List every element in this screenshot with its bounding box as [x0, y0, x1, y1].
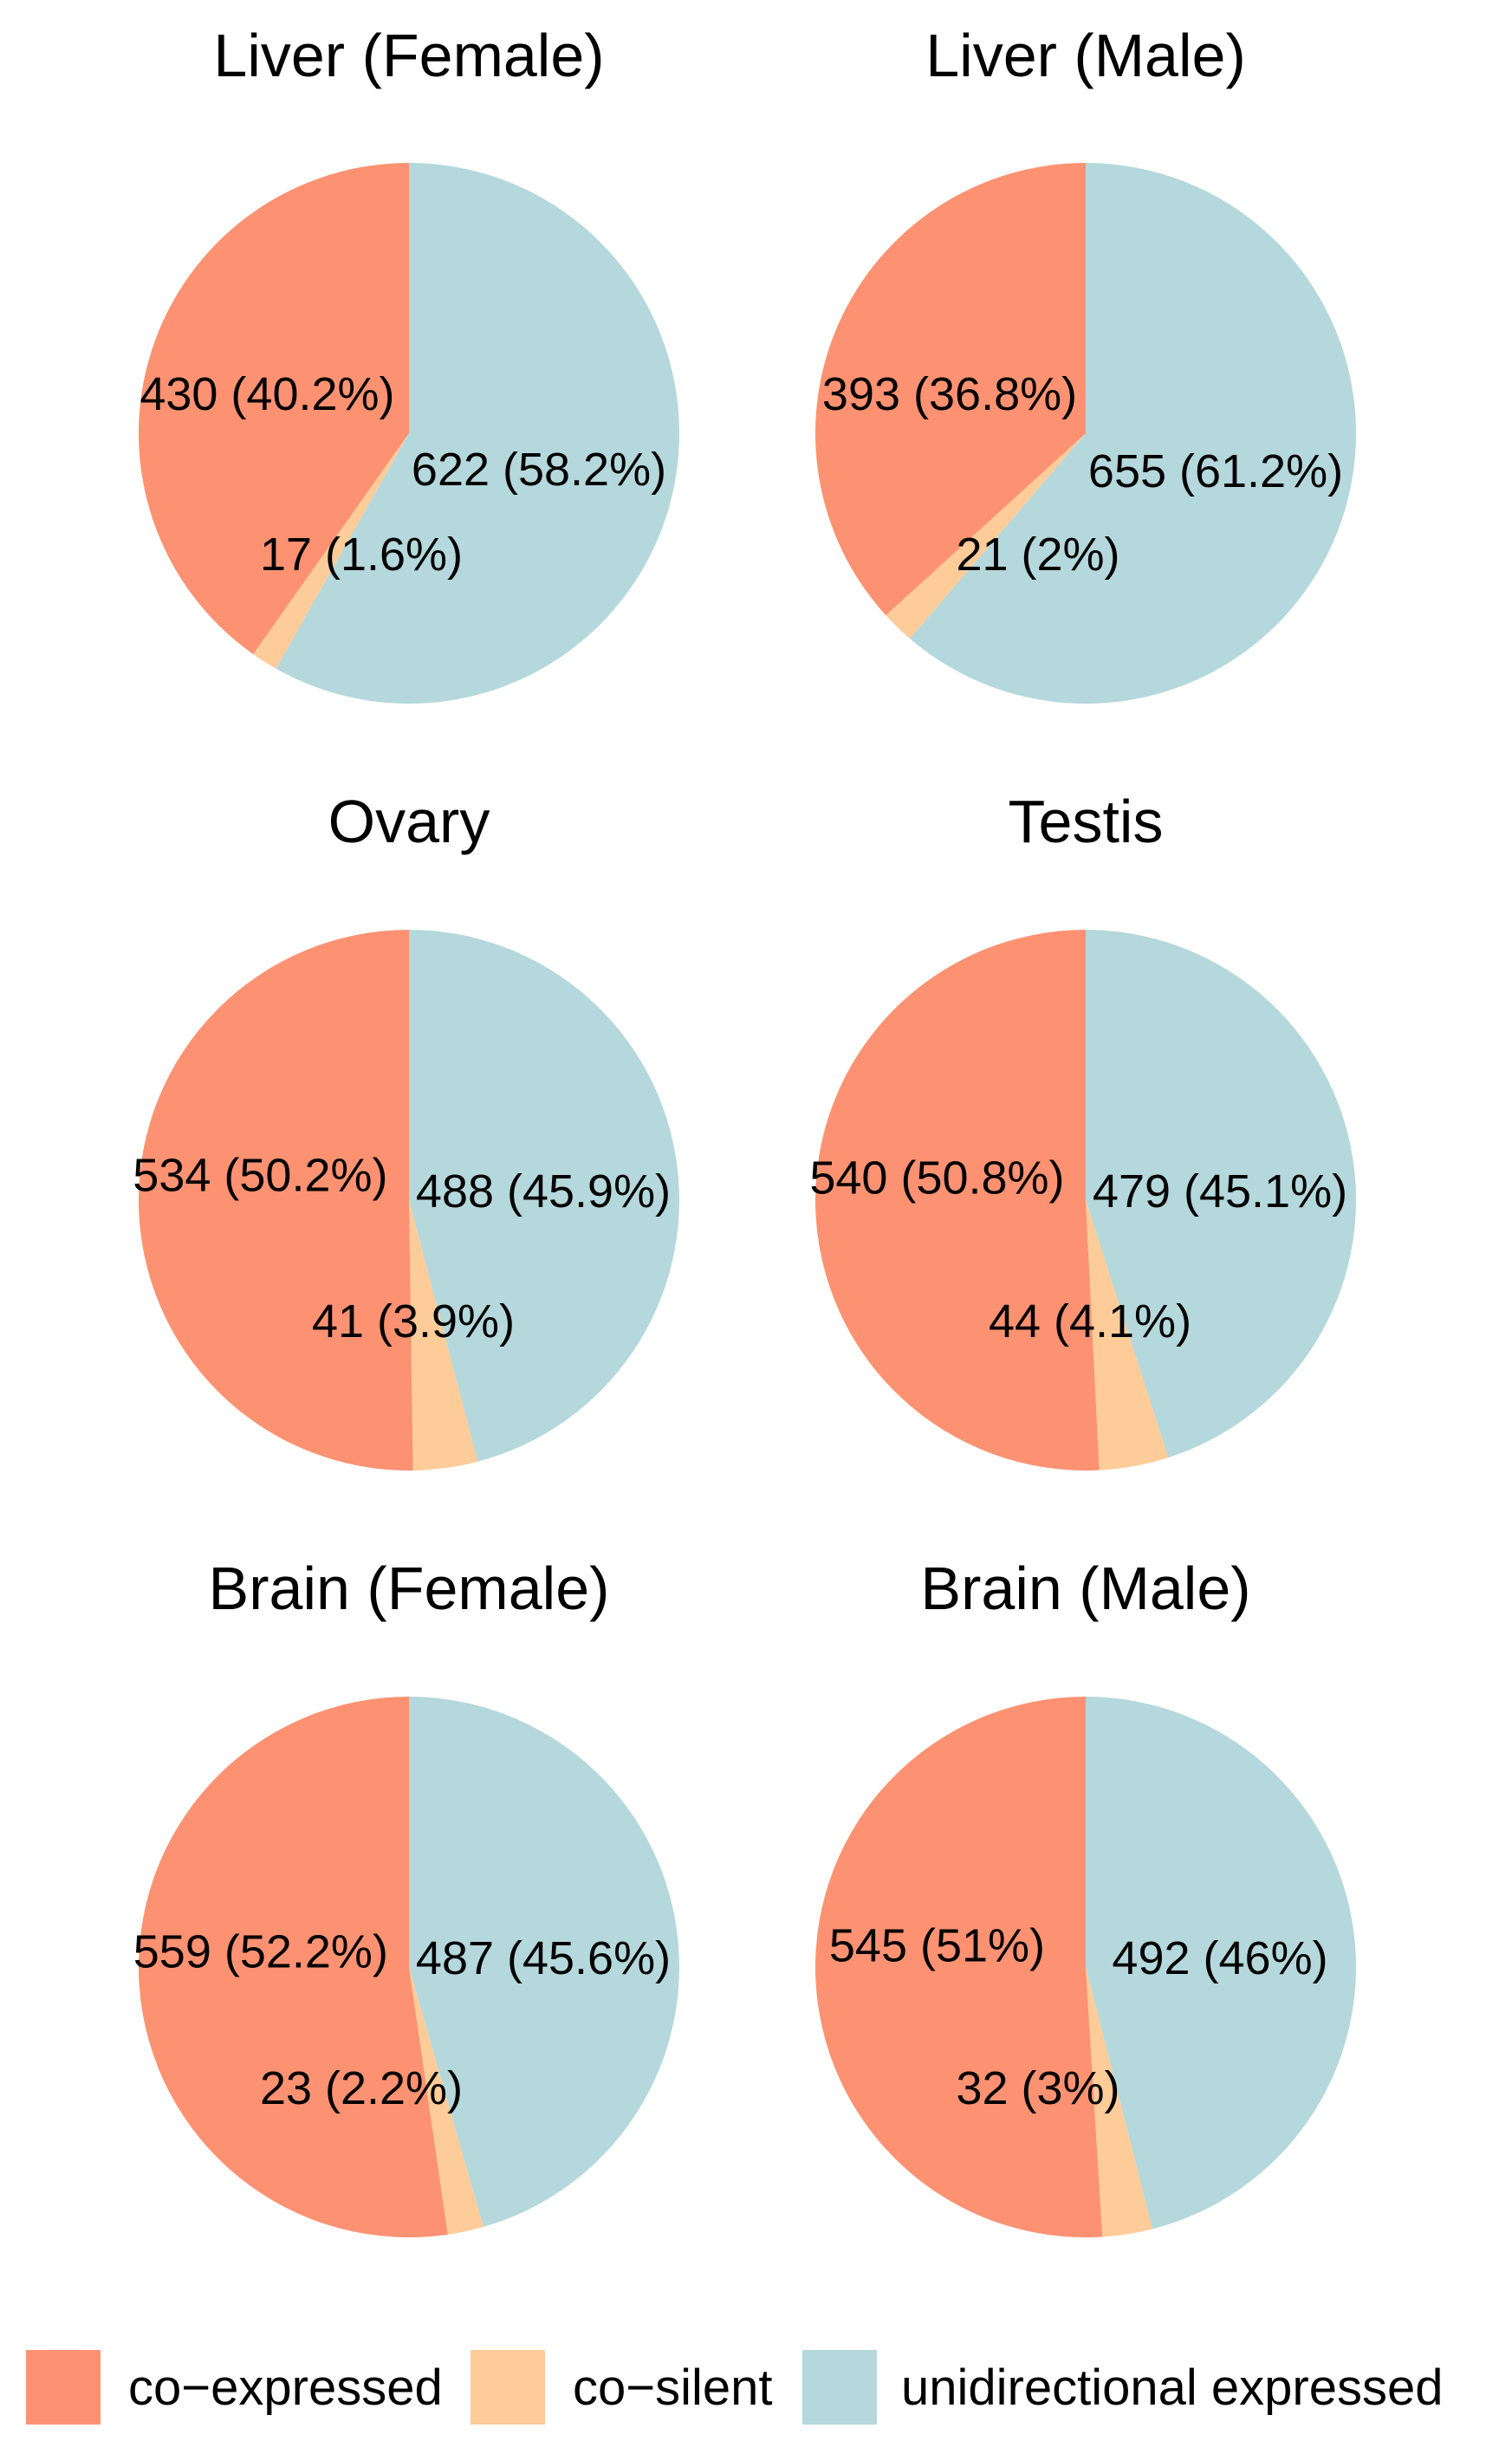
pie-label-liver-male-unidirectional-expressed: 655 (61.2%): [1088, 445, 1343, 497]
pie-slice-brain-male-unidirectional-expressed: [1086, 1697, 1357, 2230]
pie-slice-testis-unidirectional-expressed: [1086, 930, 1356, 1458]
pie-title-brain-female: Brain (Female): [209, 1555, 610, 1622]
pie-label-testis-co-silent: 44 (4.1%): [989, 1295, 1191, 1347]
legend-key-unidirectional-expressed: [802, 2350, 877, 2425]
pie-title-liver-female: Liver (Female): [213, 22, 604, 89]
pie-label-testis-co-expressed: 540 (50.8%): [809, 1152, 1064, 1204]
pie-panel-liver-male: Liver (Male) 393 (36.8%) 21 (2%) 655 (61.2%…: [815, 22, 1356, 704]
pie-slice-liver-male-unidirectional-expressed: [910, 163, 1356, 704]
pie-slice-brain-female-co-expressed: [139, 1697, 448, 2237]
pie-title-ovary: Ovary: [328, 788, 490, 855]
pie-slice-ovary-unidirectional-expressed: [409, 930, 679, 1462]
pie-slice-liver-female-unidirectional-expressed: [276, 163, 680, 704]
pie-label-testis-unidirectional-expressed: 479 (45.1%): [1093, 1165, 1347, 1217]
pie-slice-brain-female-unidirectional-expressed: [409, 1697, 679, 2227]
pie-label-brain-male-unidirectional-expressed: 492 (46%): [1112, 1932, 1327, 1984]
legend-key-co-expressed: [26, 2350, 101, 2425]
pie-label-brain-female-unidirectional-expressed: 487 (45.6%): [416, 1932, 671, 1984]
pie-label-ovary-co-silent: 41 (3.9%): [312, 1295, 515, 1347]
legend-key-co-silent: [470, 2350, 545, 2425]
pie-slice-liver-male-co-silent: [886, 433, 1086, 639]
legend: co−expressed co−silent unidirectional expr…: [26, 2350, 1443, 2425]
pie-title-brain-male: Brain (Male): [920, 1555, 1250, 1622]
pie-label-liver-male-co-silent: 21 (2%): [956, 529, 1119, 581]
pie-panel-ovary: Ovary 534 (50.2%) 41 (3.9%) 488 (45.9%): [133, 788, 679, 1470]
pie-title-liver-male: Liver (Male): [925, 22, 1246, 89]
pie-label-brain-male-co-silent: 32 (3%): [956, 2062, 1119, 2114]
pie-label-ovary-unidirectional-expressed: 488 (45.9%): [416, 1165, 671, 1217]
pie-slice-liver-female-co-silent: [253, 433, 409, 669]
pie-panel-liver-female: Liver (Female) 430 (40.2%) 17 (1.6%) 622 (5…: [139, 22, 680, 704]
pie-label-brain-female-co-silent: 23 (2.2%): [260, 2062, 463, 2114]
pie-label-brain-female-co-expressed: 559 (52.2%): [133, 1925, 388, 1977]
pie-panel-brain-female: Brain (Female) 559 (52.2%) 23 (2.2%) 487 (4…: [133, 1555, 679, 2237]
pie-label-liver-female-co-silent: 17 (1.6%): [260, 529, 463, 581]
pie-panels: Liver (Female) 430 (40.2%) 17 (1.6%) 622 (5…: [133, 22, 1357, 2237]
legend-label-co-expressed: co−expressed: [128, 2360, 443, 2416]
pie-slice-ovary-co-silent: [409, 1200, 478, 1470]
pie-slice-testis-co-silent: [1086, 1200, 1169, 1470]
pie-slice-brain-female-co-silent: [409, 1967, 483, 2235]
pie-label-ovary-co-expressed: 534 (50.2%): [133, 1149, 387, 1201]
pie-label-liver-female-unidirectional-expressed: 622 (58.2%): [412, 444, 666, 496]
pie-slice-brain-male-co-expressed: [814, 1697, 1103, 2237]
pie-slice-liver-male-co-expressed: [815, 163, 1086, 616]
pie-label-liver-female-co-expressed: 430 (40.2%): [140, 368, 394, 420]
legend-label-unidirectional-expressed: unidirectional expressed: [901, 2360, 1443, 2416]
pie-panel-testis: Testis 540 (50.8%) 44 (4.1%) 479 (45.1%): [809, 788, 1356, 1470]
pie-panel-brain-male: Brain (Male) 545 (51%) 32 (3%) 492 (46%): [814, 1555, 1357, 2237]
pie-label-brain-male-co-expressed: 545 (51%): [829, 1919, 1045, 1971]
pie-title-testis: Testis: [1009, 788, 1164, 855]
pie-label-liver-male-co-expressed: 393 (36.8%): [822, 368, 1077, 420]
pie-slice-brain-male-co-silent: [1086, 1967, 1153, 2237]
pie-slice-ovary-co-expressed: [138, 930, 413, 1470]
pie-slice-testis-co-expressed: [815, 930, 1100, 1470]
legend-label-co-silent: co−silent: [573, 2360, 773, 2416]
pie-slice-liver-female-co-expressed: [139, 163, 410, 654]
